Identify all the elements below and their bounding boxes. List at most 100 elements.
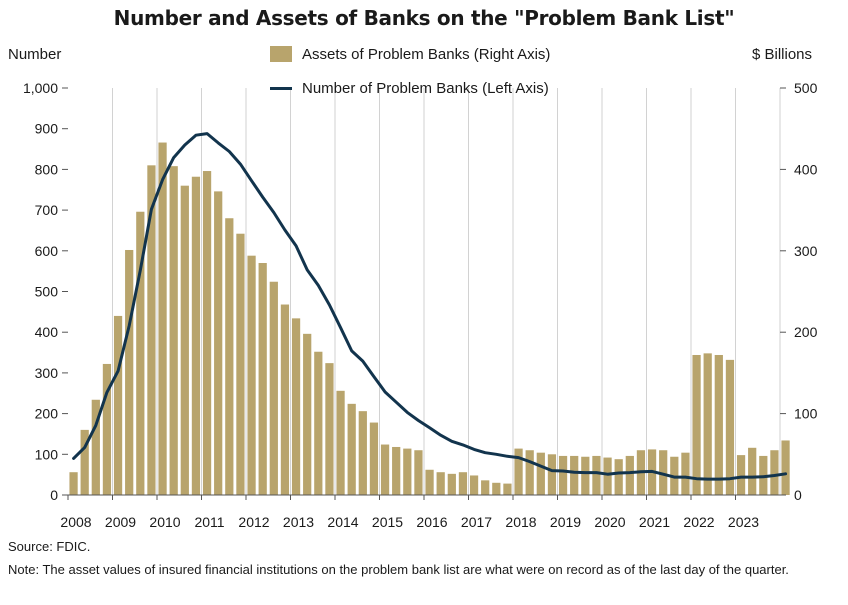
left-axis-label: Number (8, 46, 62, 63)
assets-bar (570, 455, 579, 495)
assets-bar (314, 351, 323, 495)
left-tick-label: 700 (35, 202, 59, 218)
x-tick-label: 2020 (594, 514, 625, 530)
left-tick-label: 0 (50, 487, 58, 503)
assets-bar (625, 455, 634, 495)
assets-bar (425, 469, 434, 495)
assets-bar (592, 455, 601, 495)
assets-bar (258, 263, 267, 495)
assets-bar (336, 390, 345, 495)
right-axis-label: $ Billions (752, 46, 813, 63)
assets-bar (403, 448, 412, 495)
chart-plot: 0 100 200 300 400 500 600 700 800 900 1,000 0 100 20… (23, 80, 818, 530)
legend-item-assets: Assets of Problem Banks (Right Axis) (270, 44, 550, 64)
assets-bar (303, 333, 312, 495)
assets-bar (781, 440, 790, 495)
assets-bar (414, 450, 423, 495)
assets-bar (358, 411, 367, 495)
assets-bar (392, 446, 401, 495)
assets-bar (136, 211, 145, 495)
x-tick-label: 2019 (550, 514, 581, 530)
assets-bar (714, 354, 723, 495)
assets-bar (91, 399, 100, 495)
assets-bar (703, 353, 712, 495)
right-tick-label: 500 (794, 80, 818, 96)
assets-bar (614, 459, 623, 495)
assets-bar (113, 315, 123, 495)
assets-bar (481, 480, 490, 495)
x-tick-label: 2022 (683, 514, 714, 530)
assets-bar (458, 472, 468, 495)
right-tick-label: 0 (794, 487, 802, 503)
assets-bar (80, 429, 89, 495)
assets-bar-series (69, 142, 790, 496)
left-tick-label: 200 (35, 406, 59, 422)
x-tick-label: 2012 (238, 514, 269, 530)
left-axis-ticks: 0 100 200 300 400 500 600 700 800 900 1,000 (23, 80, 68, 503)
assets-bar (325, 363, 334, 495)
assets-bar (158, 142, 167, 495)
assets-bar (236, 233, 245, 495)
right-axis-ticks: 0 100 200 300 400 500 (780, 80, 818, 503)
assets-bar (492, 482, 501, 495)
source-note: Source: FDIC. (8, 539, 91, 554)
assets-bar (547, 454, 557, 495)
legend-label-assets: Assets of Problem Banks (Right Axis) (302, 45, 551, 63)
chart-title: Number and Assets of Banks on the "Probl… (113, 6, 735, 30)
assets-bar (269, 281, 278, 495)
x-axis-ticks: 2008 2009 2010 2011 2012 2013 2014 2015 2016 2017… (60, 495, 759, 530)
assets-bar (692, 354, 701, 495)
left-tick-label: 300 (35, 365, 59, 381)
assets-bar (380, 444, 390, 495)
x-tick-label: 2015 (372, 514, 403, 530)
assets-bar (447, 473, 456, 495)
assets-bar (514, 448, 523, 495)
x-tick-label: 2014 (327, 514, 358, 530)
left-tick-label: 900 (35, 121, 59, 137)
assets-bar (69, 472, 78, 495)
assets-bar (436, 472, 445, 495)
assets-bar (214, 191, 223, 496)
x-tick-label: 2016 (416, 514, 447, 530)
x-tick-label: 2010 (149, 514, 180, 530)
assets-bar (581, 456, 590, 495)
right-tick-label: 200 (794, 324, 818, 340)
footnote: Note: The asset values of insured financ… (8, 562, 789, 577)
assets-bar (603, 457, 612, 495)
assets-bar (369, 422, 379, 495)
assets-bar (681, 452, 690, 495)
year-gridlines (112, 88, 781, 495)
legend-swatch-assets (270, 46, 292, 62)
x-tick-label: 2011 (194, 514, 224, 530)
right-tick-label: 100 (794, 406, 818, 422)
x-tick-label: 2018 (505, 514, 536, 530)
assets-bar (280, 304, 290, 495)
assets-bar (147, 165, 156, 495)
assets-bar (180, 185, 189, 495)
x-tick-label: 2009 (105, 514, 136, 530)
assets-bar (558, 455, 568, 495)
assets-bar (291, 318, 301, 495)
assets-bar (191, 176, 201, 495)
legend-swatch-number (270, 86, 292, 90)
left-tick-label: 400 (35, 324, 59, 340)
x-tick-label: 2013 (283, 514, 314, 530)
right-tick-label: 300 (794, 243, 818, 259)
assets-bar (659, 450, 668, 495)
assets-bar (202, 171, 212, 495)
assets-bar (347, 403, 356, 495)
assets-bar (770, 450, 779, 495)
assets-bar (736, 455, 746, 495)
assets-bar (125, 249, 134, 495)
legend-label-number: Number of Problem Banks (Left Axis) (302, 79, 549, 97)
left-tick-label: 500 (35, 284, 59, 300)
assets-bar (748, 447, 757, 495)
x-tick-label: 2021 (639, 514, 670, 530)
assets-bar (225, 218, 234, 496)
left-tick-label: 600 (35, 243, 59, 259)
assets-bar (525, 450, 534, 495)
left-tick-label: 800 (35, 161, 59, 177)
x-tick-label: 2023 (728, 514, 759, 530)
assets-bar (469, 475, 479, 495)
left-tick-label: 100 (35, 446, 59, 462)
